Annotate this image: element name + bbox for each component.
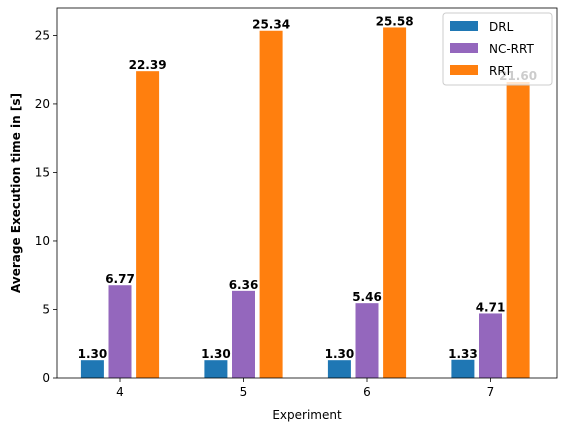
data-label-nc-rrt-exp-7: 4.71 (476, 300, 506, 314)
x-tick-label: 5 (240, 385, 248, 399)
y-tick-label: 15 (35, 165, 50, 179)
bar-drl-exp-5 (204, 360, 228, 378)
y-tick-label: 5 (42, 302, 50, 316)
legend-label-drl: DRL (489, 20, 514, 34)
y-tick-label: 10 (35, 234, 50, 248)
data-label-nc-rrt-exp-6: 5.46 (352, 290, 382, 304)
x-axis-title: Experiment (272, 408, 342, 422)
data-label-nc-rrt-exp-4: 6.77 (105, 272, 135, 286)
bar-drl-exp-6 (327, 360, 351, 378)
plot-layer: 1.30 1.30 1.30 1.33 6.77 6.36 5.46 4.71 22.39 25.… (78, 14, 537, 379)
legend-swatch-nc-rrt (450, 43, 478, 53)
bar-drl-exp-4 (80, 360, 104, 378)
bar-nc-rrt-exp-7 (479, 313, 502, 378)
bar-rrt-exp-4 (136, 71, 160, 378)
data-label-rrt-exp-5: 25.34 (252, 18, 290, 32)
legend-label-rrt: RRT (489, 64, 513, 78)
y-axis-title: Average Execution time in [s] (9, 93, 23, 293)
data-label-rrt-exp-4: 22.39 (129, 58, 167, 72)
x-tick-label: 6 (363, 385, 371, 399)
bar-nc-rrt-exp-5 (232, 290, 255, 378)
data-label-drl-exp-4: 1.30 (78, 347, 108, 361)
bar-rrt-exp-5 (259, 30, 283, 379)
data-label-drl-exp-7: 1.33 (448, 347, 478, 361)
bar-nc-rrt-exp-6 (355, 303, 379, 378)
legend-swatch-drl (450, 21, 478, 31)
data-label-drl-exp-6: 1.30 (325, 347, 355, 361)
bar-drl-exp-7 (451, 359, 475, 378)
x-tick-label: 4 (116, 385, 124, 399)
legend: DRL NC-RRT RRT (442, 12, 553, 86)
legend-label-nc-rrt: NC-RRT (489, 42, 534, 56)
legend-swatch-rrt (450, 65, 478, 75)
plot-frame (56, 7, 558, 379)
bar-nc-rrt-exp-4 (108, 285, 132, 378)
data-label-nc-rrt-exp-5: 6.36 (229, 278, 259, 292)
y-tick-label: 0 (42, 371, 50, 385)
data-label-drl-exp-5: 1.30 (201, 347, 231, 361)
data-label-rrt-exp-6: 25.58 (376, 14, 414, 28)
x-tick-label: 7 (487, 385, 495, 399)
y-tick-label: 20 (35, 97, 50, 111)
bar-rrt-exp-6 (383, 27, 407, 378)
bar-rrt-exp-7 (506, 82, 530, 378)
axes-layer: 0 5 10 15 20 25 4 5 6 7 (35, 7, 558, 399)
y-tick-label: 25 (35, 28, 50, 42)
